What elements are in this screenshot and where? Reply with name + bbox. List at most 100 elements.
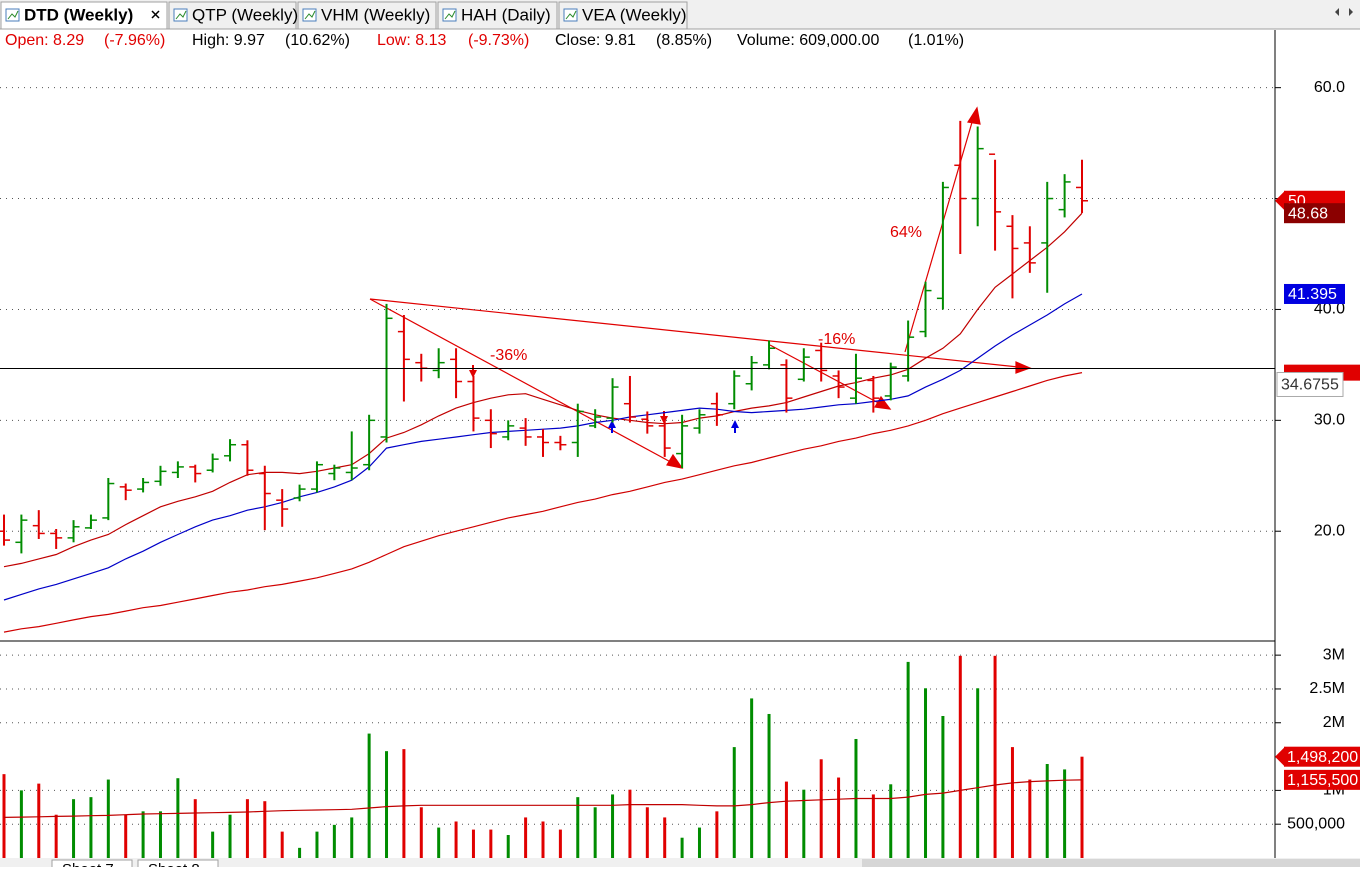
tab[interactable] (0, 1, 168, 30)
volume-bar (750, 698, 754, 858)
tab[interactable] (168, 1, 297, 30)
trend-line (904, 111, 976, 353)
volume-bar (1045, 764, 1049, 858)
info-change: (1.01%) (908, 32, 964, 49)
info-change: (8.85%) (656, 32, 712, 49)
tab-icon (444, 10, 456, 20)
volume-tag-arrow (1275, 746, 1285, 767)
volume-bar (72, 799, 76, 858)
y-tick-label: 20.0 (1314, 522, 1345, 539)
annotation: -16% (818, 331, 855, 348)
volume-bar (1063, 769, 1067, 858)
scrollbar[interactable] (862, 859, 1360, 867)
volume-bar (976, 688, 980, 858)
trend-line (769, 344, 887, 408)
volume-bar (193, 799, 197, 858)
trend-line (369, 298, 1029, 369)
info-value: Close: 9.81 (555, 32, 636, 49)
volume-bar (819, 759, 823, 858)
tab-label: VEA (Weekly) (582, 5, 687, 24)
signal-up (608, 420, 616, 433)
tab-icon (565, 10, 577, 20)
volume-bar (263, 801, 267, 858)
tab-icon (175, 10, 187, 20)
volume-bar (1010, 747, 1014, 858)
arrow-head (874, 395, 892, 410)
sheet-label: Sheet 8 (148, 861, 200, 867)
y-tick-label: 30.0 (1314, 412, 1345, 429)
volume-bar (628, 789, 632, 858)
volume-bar (784, 781, 788, 858)
tab-label: HAH (Daily) (461, 5, 551, 24)
volume-bar (124, 814, 128, 858)
volume-bar (332, 824, 336, 858)
volume-bar (158, 811, 162, 858)
info-value: Volume: 609,000.00 (737, 32, 879, 49)
tab-icon (7, 10, 19, 20)
volume-bar (350, 817, 354, 858)
info-value: Open: 8.29 (5, 32, 84, 49)
volume-bar (924, 688, 928, 858)
ma-tag: 41.395 (1288, 286, 1337, 303)
y-tick-label: 60.0 (1314, 79, 1345, 96)
volume-bar (280, 831, 284, 858)
y-tick-label: 3M (1323, 646, 1345, 663)
moving-average (3, 212, 1083, 568)
volume-tag-box (1284, 746, 1360, 767)
info-change: (-9.73%) (468, 32, 529, 49)
volume-bar (593, 807, 597, 858)
ma-tag: 48.68 (1288, 205, 1328, 222)
volume-bar (471, 829, 475, 858)
volume-bar (489, 829, 493, 858)
volume-bar (419, 807, 423, 858)
tab-close[interactable] (151, 10, 160, 19)
annotation: -36% (490, 347, 527, 364)
volume-bar (837, 777, 841, 858)
tab[interactable] (297, 1, 437, 30)
signal-up (731, 420, 739, 433)
tab[interactable] (558, 1, 688, 30)
trend-line (369, 298, 679, 467)
tab-label: VHM (Weekly) (321, 5, 430, 24)
crosshair-box (1276, 371, 1344, 397)
volume-bar (645, 807, 649, 858)
volume-average (3, 779, 1083, 818)
volume-bar (558, 829, 562, 858)
scroll-left[interactable] (1335, 8, 1339, 16)
signal-down (469, 365, 477, 378)
volume-bar (871, 794, 875, 858)
volume-bar (889, 784, 893, 858)
volume-bar (732, 747, 736, 858)
volume-bar (906, 661, 910, 858)
info-value: High: 9.97 (192, 32, 265, 49)
crosshair-label: 34.6755 (1281, 377, 1339, 394)
info-change: (-7.96%) (104, 32, 165, 49)
volume-bar (715, 811, 719, 858)
volume-bar (37, 783, 41, 858)
ma-tag-box (1284, 203, 1345, 224)
volume-tag: 1,498,200 (1287, 749, 1358, 766)
tab-icon (304, 10, 316, 20)
arrow-head (666, 453, 684, 469)
tab[interactable] (437, 1, 558, 30)
arrow-head (967, 106, 981, 125)
sheet-label: Sheet 7 (62, 861, 114, 867)
moving-average (3, 293, 1083, 601)
volume-bar (506, 835, 510, 858)
volume-bar (1028, 779, 1032, 858)
volume-bar (2, 774, 6, 858)
volume-bar (402, 749, 406, 858)
trend-lines (369, 106, 1032, 469)
volume-bar (958, 655, 962, 858)
volume-bar (176, 778, 180, 858)
scroll-right[interactable] (1349, 8, 1353, 16)
volume-bar (993, 655, 997, 858)
tab-label: QTP (Weekly) (192, 5, 298, 24)
ma-tag-box (1284, 283, 1345, 304)
volume-bar (211, 831, 215, 858)
volume-bar (541, 821, 545, 858)
volume-bar (315, 831, 319, 858)
y-tick-label: 2.5M (1309, 680, 1345, 697)
volume-bar (141, 811, 145, 858)
